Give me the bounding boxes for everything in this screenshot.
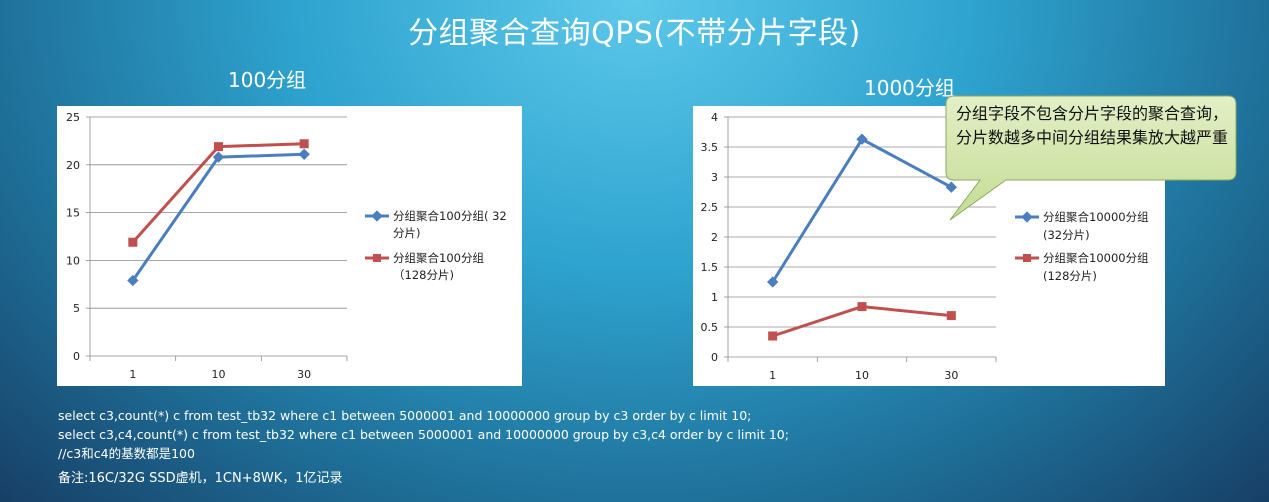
y-tick-label: 1: [711, 291, 718, 304]
legend-label-series-1-cont: 分片): [393, 226, 421, 240]
series-line-1: [771, 137, 953, 283]
x-tick-label: 1: [769, 369, 776, 382]
data-point-series-2: [857, 302, 867, 312]
legend-label-series-1: 分组聚合100分组( 32: [393, 209, 507, 223]
slide-title: 分组聚合查询QPS(不带分片字段): [408, 16, 861, 51]
data-point-series-2: [128, 237, 138, 247]
chart-1000-groups: 0 0.5 1 1.5 2 2.5 3 3.5 4 1 10 30 分组聚合10000分组 (32分…: [701, 111, 1150, 382]
notes-block: select c3,count(*) c from test_tb32 wher…: [58, 406, 789, 488]
data-point-series-1: [298, 148, 310, 160]
y-tick-label: 25: [66, 111, 80, 124]
callout-shape: [945, 95, 1237, 221]
y-tick-label: 1.5: [701, 261, 719, 274]
legend-label-series-2-cont: （128分片): [393, 268, 454, 282]
x-tick-label: 10: [855, 369, 869, 382]
y-tick-label: 5: [73, 302, 80, 315]
sql-query-1: select c3,count(*) c from test_tb32 wher…: [58, 408, 752, 423]
y-tick-label: 0.5: [701, 321, 719, 334]
y-tick-label: 2: [711, 231, 718, 244]
y-tick-label: 0: [711, 351, 718, 364]
chart-panel-100-groups: 0 5 10 15 20 25 1 10 30 分组聚合100分组( 32 分片) 分组聚合1…: [57, 106, 522, 386]
x-tick-label: 30: [297, 368, 311, 381]
y-tick-label: 2.5: [701, 201, 719, 214]
data-point-series-2: [768, 331, 778, 341]
chart-title-1000-groups: 1000分组: [864, 76, 955, 100]
y-tick-label: 3.5: [701, 141, 719, 154]
legend-label-series-1-cont: (32分片): [1043, 228, 1090, 242]
x-tick-label: 1: [129, 368, 136, 381]
y-tick-label: 0: [73, 350, 80, 363]
series-line-1: [131, 152, 305, 282]
chart-100-groups: 0 5 10 15 20 25 1 10 30 分组聚合100分组( 32 分片) 分组聚合1…: [66, 111, 507, 381]
y-tick-label: 20: [66, 159, 80, 172]
data-point-series-2: [299, 139, 309, 149]
legend-marker-series-2: [373, 254, 381, 262]
callout-bubble: 分组字段不包含分片字段的聚合查询，分片数越多中间分组结果集放大越严重: [940, 92, 1240, 232]
legend-marker-series-1: [1021, 211, 1033, 223]
callout-text: 分组字段不包含分片字段的聚合查询，分片数越多中间分组结果集放大越严重: [956, 104, 1229, 147]
data-point-series-2: [214, 142, 223, 152]
y-tick-label: 10: [66, 254, 80, 267]
legend-marker-series-1: [371, 210, 383, 222]
legend-label-series-1: 分组聚合10000分组: [1043, 210, 1149, 224]
data-point-series-2: [946, 311, 956, 321]
sql-query-2: select c3,c4,count(*) c from test_tb32 w…: [58, 427, 789, 442]
y-tick-label: 4: [711, 111, 718, 124]
legend-label-series-2: 分组聚合10000分组: [1043, 251, 1149, 265]
chart-title-100-groups: 100分组: [228, 68, 307, 92]
data-point-series-1: [127, 274, 139, 287]
legend-label-series-2-cont: (128分片): [1043, 269, 1097, 283]
y-tick-label: 3: [711, 171, 718, 184]
x-tick-label: 10: [212, 368, 226, 381]
sql-comment: //c3和c4的基数都是100: [58, 446, 195, 461]
legend-marker-series-2: [1023, 254, 1031, 262]
legend-label-series-2: 分组聚合100分组: [393, 251, 484, 265]
remark-text: 备注:16C/32G SSD虚机，1CN+8WK，1亿记录: [58, 471, 343, 486]
x-tick-label: 30: [944, 369, 958, 382]
y-tick-label: 15: [66, 207, 80, 220]
data-point-series-1: [212, 151, 225, 163]
